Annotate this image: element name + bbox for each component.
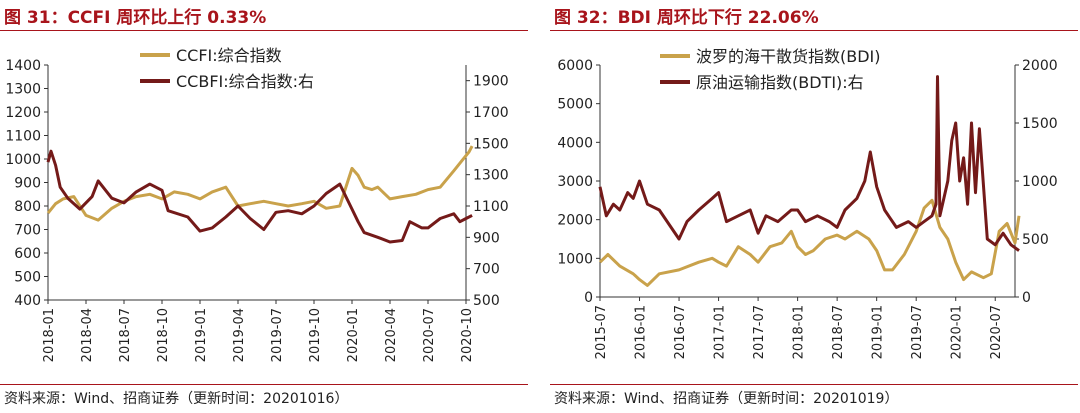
source-rule	[0, 384, 528, 385]
series-line-2	[598, 75, 1020, 252]
x-tick-label: 2018-07	[831, 305, 846, 359]
series-line-2	[46, 149, 473, 244]
x-tick-label: 2020-10	[460, 308, 475, 362]
x-tick-label: 2019-04	[232, 308, 247, 362]
y-tick-label: 800	[14, 199, 41, 215]
x-tick-label: 2016-07	[673, 305, 688, 359]
y2-tick-label: 1500	[1022, 116, 1058, 132]
x-tick-label: 2019-01	[871, 305, 886, 359]
x-tick-label: 2015-07	[594, 305, 609, 359]
chart-bdi-svg: 0 1000 2000 3000 4000 5000 6000 0 500 1000 1500 200…	[557, 47, 1058, 359]
y-tick-label: 900	[14, 176, 41, 192]
series-line-1	[46, 145, 474, 222]
y2-tick-label: 1000	[1022, 174, 1058, 190]
y2-tick-label: 2000	[1022, 58, 1058, 74]
y-tick-label: 0	[584, 290, 593, 306]
chart-panel-ccfi: 图 31：CCFI 周环比上行 0.33% 400 500 600 700 800 900…	[0, 0, 528, 413]
y2-tick-label: 1300	[473, 168, 509, 184]
y2-tick-label: 1500	[473, 136, 509, 152]
y-tick-label: 1400	[5, 58, 41, 74]
x-tick-label: 2019-07	[270, 308, 285, 362]
y-tick-label: 1100	[5, 129, 41, 145]
y-tick-label: 500	[14, 270, 41, 286]
chart-ccfi-svg: 400 500 600 700 800 900 1000 1100 1200 1300 1400 50…	[5, 46, 509, 362]
series-line-1	[598, 198, 1021, 287]
y2-tick-label: 500	[1022, 232, 1049, 248]
legend-label: 原油运输指数(BDTI):右	[696, 73, 864, 92]
y2-tick-label: 700	[473, 262, 500, 278]
x-tick-label: 2018-01	[42, 308, 57, 362]
y-tick-label: 700	[14, 223, 41, 239]
chart-title: 图 31：CCFI 周环比上行 0.33%	[4, 8, 267, 28]
y2-tick-label: 0	[1022, 290, 1031, 306]
x-tick-label: 2020-07	[989, 305, 1004, 359]
legend-label: 波罗的海干散货指数(BDI)	[696, 47, 881, 66]
x-tick-label: 2018-04	[80, 308, 95, 362]
y2-tick-label: 1700	[473, 105, 509, 121]
x-tick-label: 2020-07	[422, 308, 437, 362]
y2-tick-label: 900	[473, 230, 500, 246]
y-tick-label: 1000	[5, 152, 41, 168]
source-note: 资料来源：Wind、招商证券（更新时间：20201016）	[4, 391, 349, 407]
x-tick-label: 2019-10	[308, 308, 323, 362]
y-tick-label: 4000	[557, 135, 593, 151]
x-tick-label: 2020-01	[950, 305, 965, 359]
y-tick-label: 1200	[5, 105, 41, 121]
y-tick-label: 400	[14, 293, 41, 309]
y-tick-label: 3000	[557, 174, 593, 190]
y-tick-label: 2000	[557, 213, 593, 229]
x-tick-label: 2020-04	[384, 308, 399, 362]
y-tick-label: 6000	[557, 58, 593, 74]
x-tick-label: 2016-01	[634, 305, 649, 359]
x-tick-label: 2017-07	[752, 305, 767, 359]
legend-label: CCBFI:综合指数:右	[176, 72, 314, 91]
y2-tick-label: 1900	[473, 74, 509, 90]
x-tick-label: 2018-01	[792, 305, 807, 359]
y-tick-label: 5000	[557, 97, 593, 113]
x-tick-label: 2018-07	[118, 308, 133, 362]
y-tick-label: 600	[14, 246, 41, 262]
title-rule	[0, 30, 528, 31]
y-tick-label: 1300	[5, 82, 41, 98]
chart-title: 图 32：BDI 周环比下行 22.06%	[554, 8, 819, 28]
y-tick-label: 1000	[557, 251, 593, 267]
source-rule	[550, 384, 1078, 385]
legend-label: CCFI:综合指数	[176, 46, 282, 65]
x-tick-label: 2019-07	[910, 305, 925, 359]
y2-tick-label: 1100	[473, 199, 509, 215]
source-note: 资料来源：Wind、招商证券（更新时间：20201019）	[554, 391, 899, 407]
chart-panel-bdi: 图 32：BDI 周环比下行 22.06% 0 1000 2000 3000 4000 5…	[550, 0, 1078, 413]
x-tick-label: 2019-01	[194, 308, 209, 362]
x-tick-label: 2017-01	[713, 305, 728, 359]
x-tick-label: 2020-01	[346, 308, 361, 362]
y2-tick-label: 500	[473, 293, 500, 309]
title-rule	[550, 30, 1078, 31]
x-tick-label: 2018-10	[156, 308, 171, 362]
